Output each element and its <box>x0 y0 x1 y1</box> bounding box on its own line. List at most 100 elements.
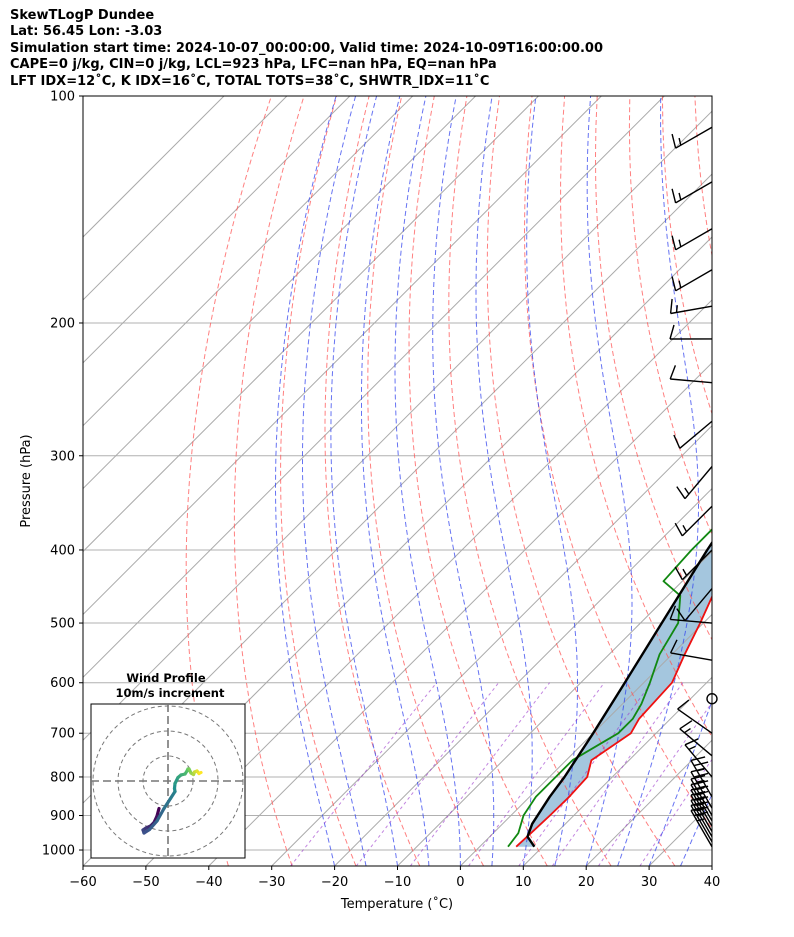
wind-barb <box>677 699 713 734</box>
station-location: Lat: 56.45 Lon: -3.03 <box>10 24 163 40</box>
x-tick-label: −10 <box>384 875 411 890</box>
wind-barb <box>690 806 713 848</box>
x-tick-label: 30 <box>641 875 658 890</box>
y-axis-ticks: 100 200 300 400 500 600 700 800 900 1000 <box>42 90 83 859</box>
wind-barb <box>671 181 713 204</box>
isotherm-line <box>83 96 602 616</box>
isotherm-line <box>83 96 225 238</box>
isotherms <box>83 96 712 866</box>
wind-barbs <box>669 126 718 848</box>
wind-barb <box>676 466 713 500</box>
mixing-ratio-line <box>551 682 684 866</box>
y-tick-label: 1000 <box>42 844 75 859</box>
dry-adiabat-line <box>594 96 712 641</box>
y-tick-label: 700 <box>50 727 75 742</box>
isotherm-line <box>83 96 351 364</box>
y-tick-label: 200 <box>50 316 75 331</box>
isotherm-line <box>83 110 712 741</box>
dry-adiabat-line <box>694 96 712 258</box>
isotherm-line <box>83 96 665 679</box>
isotherm-line <box>397 550 712 866</box>
x-axis-ticks: −60 −50 −40 −30 −20 −10 0 10 20 30 40 <box>69 866 720 890</box>
moist-adiabat-line <box>330 96 398 866</box>
isotherm-line <box>83 96 414 427</box>
dry-adiabat-line <box>448 96 612 866</box>
x-tick-label: 0 <box>456 875 464 890</box>
hodograph-subtitle: 10m/s increment <box>116 686 225 700</box>
isotherm-line <box>83 96 288 301</box>
x-axis-label: Temperature (˚C) <box>340 896 453 912</box>
isotherm-line <box>460 613 712 866</box>
isotherm-line <box>83 96 539 553</box>
moist-adiabat-line <box>585 96 633 866</box>
y-tick-label: 300 <box>50 449 75 464</box>
dry-adiabat-line <box>408 96 548 866</box>
hodograph-title: Wind Profile <box>126 671 206 685</box>
wind-barb <box>671 228 713 251</box>
wind-barb <box>669 639 713 661</box>
wind-barb <box>676 588 713 622</box>
moist-adiabat-line <box>680 793 712 866</box>
moist-adiabats <box>275 96 712 866</box>
moist-adiabat-line <box>648 699 712 866</box>
station-title: SkewTLogP Dundee <box>10 8 155 23</box>
moist-adiabat-line <box>711 864 712 866</box>
mixing-ratio-line <box>355 682 499 866</box>
mixing-ratio-line <box>468 682 605 866</box>
wind-barb <box>671 269 713 292</box>
x-tick-label: 20 <box>578 875 595 890</box>
wind-barb <box>690 801 713 843</box>
isotherm-line <box>83 96 476 490</box>
mixing-ratio-line <box>409 682 550 866</box>
convective-indices: CAPE=0 j/kg, CIN=0 j/kg, LCL=923 hPa, LF… <box>10 57 497 73</box>
x-tick-label: −30 <box>258 875 285 890</box>
hodograph-content <box>91 704 245 858</box>
x-tick-label: −20 <box>321 875 348 890</box>
parcel-profile-line <box>526 540 712 848</box>
moist-adiabat-line <box>526 96 578 866</box>
mixing-ratio-line <box>290 682 437 866</box>
dry-adiabat-line <box>760 96 794 866</box>
hodograph-trace-segment <box>197 770 203 776</box>
dry-adiabat-line <box>661 96 712 416</box>
hodograph-trace-segment <box>155 806 166 823</box>
wind-barb <box>669 605 713 624</box>
isotherm-line <box>145 299 712 866</box>
wind-barb <box>674 505 713 537</box>
dry-adiabat-line <box>233 96 305 866</box>
chart-header: SkewTLogP Dundee Lat: 56.45 Lon: -3.03 S… <box>10 8 603 90</box>
moist-adiabat-line <box>275 96 337 866</box>
temperature-profile-line <box>515 594 712 848</box>
wind-barb <box>690 756 713 798</box>
isotherm-line <box>648 802 712 866</box>
hodograph-trace-segment <box>162 796 173 811</box>
mixing-ratio-line <box>518 682 652 866</box>
dry-adiabat-line <box>280 96 357 866</box>
y-tick-label: 400 <box>50 543 75 558</box>
moist-adiabat-line <box>302 96 367 866</box>
y-tick-label: 100 <box>50 90 75 105</box>
wind-barb <box>684 738 713 778</box>
isotherm-line <box>522 676 712 866</box>
wind-barb <box>673 420 713 449</box>
wind-barb <box>671 126 713 149</box>
sounding-profiles <box>507 528 712 848</box>
y-axis-label: Pressure (hPa) <box>19 434 34 527</box>
hodograph-trace-segment <box>147 819 159 832</box>
isotherm-line <box>334 487 712 866</box>
moist-adiabat-line <box>617 96 699 866</box>
dry-adiabat-line <box>367 96 485 866</box>
wind-barb <box>669 324 713 340</box>
x-tick-label: 40 <box>704 875 721 890</box>
dry-adiabat-line <box>560 96 712 738</box>
moist-adiabat-line <box>475 96 533 866</box>
moist-adiabat-line <box>361 96 430 866</box>
dry-adiabat-line <box>324 96 421 866</box>
moist-adiabat-line <box>432 96 495 866</box>
mixing-ratio-line <box>597 701 712 866</box>
x-tick-label: −50 <box>132 875 159 890</box>
moist-adiabat-line <box>394 96 461 866</box>
isotherm-line <box>711 865 712 866</box>
wind-barb <box>674 549 713 581</box>
